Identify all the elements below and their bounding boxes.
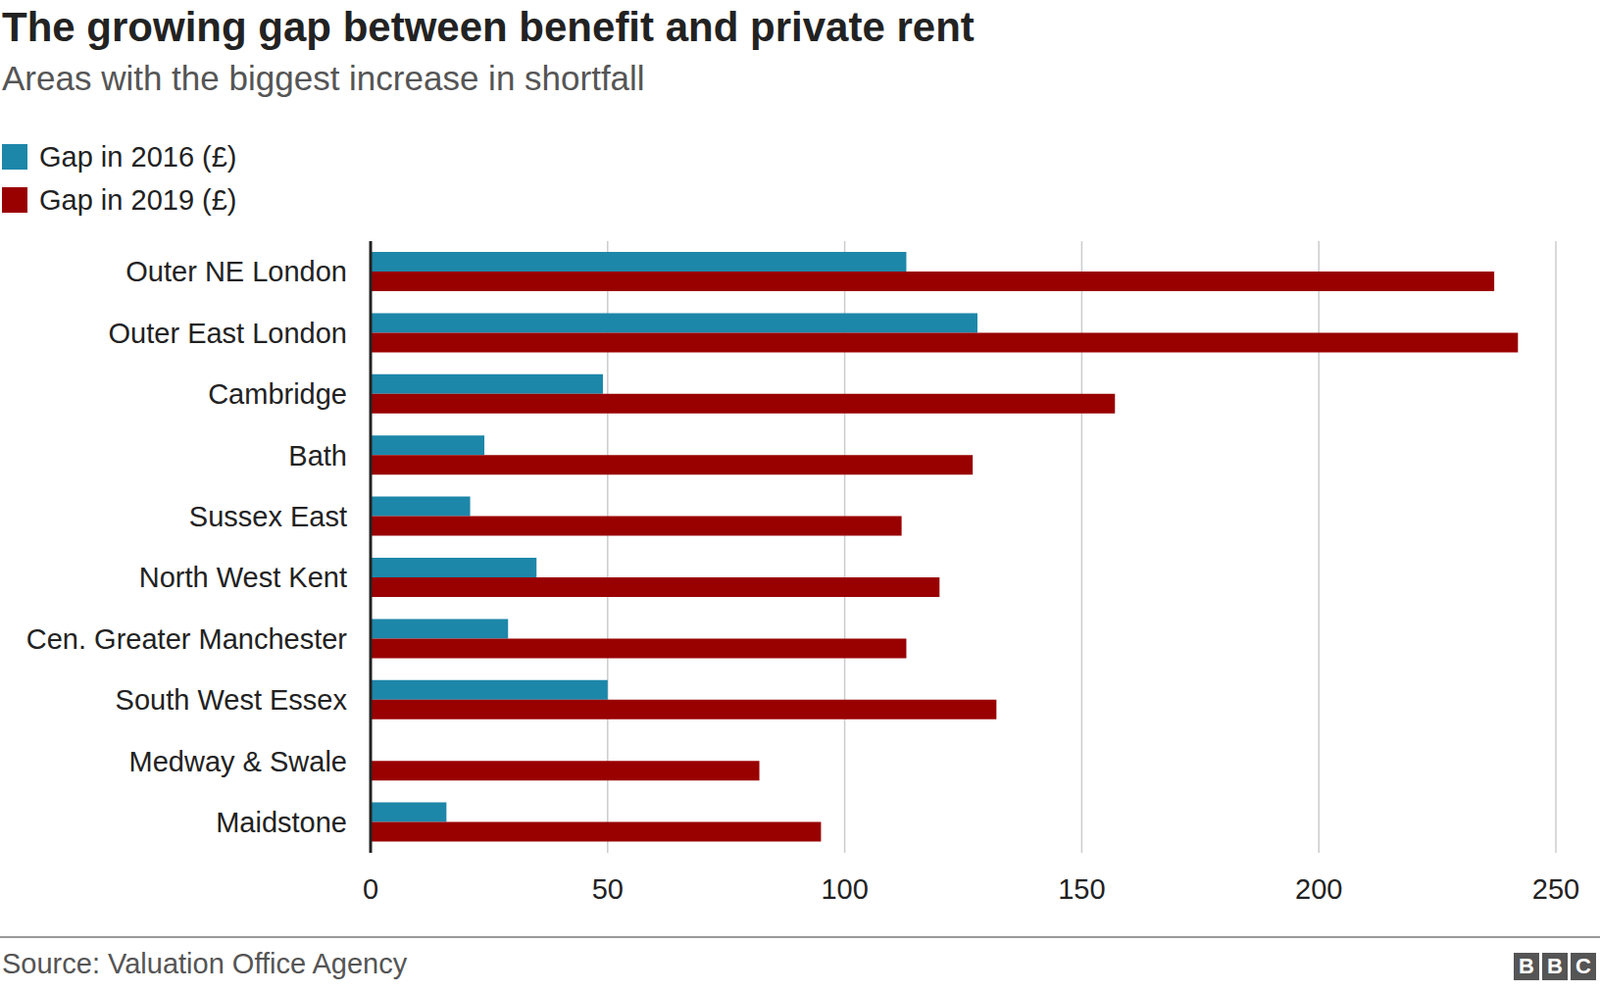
svg-text:Maidstone: Maidstone	[215, 806, 348, 839]
svg-text:Cambridge: Cambridge	[207, 378, 348, 410]
svg-text:Outer NE London: Outer NE London	[125, 255, 348, 288]
html-text:B: B	[1547, 953, 1563, 979]
svg-text:150: 150	[1057, 873, 1105, 905]
html-text:B: B	[1518, 953, 1535, 979]
svg-text:North West Kent: North West Kent	[139, 561, 348, 594]
svg-text:Outer East London: Outer East London	[108, 317, 348, 350]
svg-text:Cen. Greater Manchester: Cen. Greater Manchester	[26, 623, 349, 655]
svg-text:50: 50	[592, 873, 624, 905]
svg-text:100: 100	[820, 873, 868, 905]
svg-text:South West Essex: South West Essex	[115, 684, 349, 716]
html-text:Source: Valuation Office Agenc: Source: Valuation Office Agency	[1, 948, 408, 980]
svg-text:250: 250	[1532, 873, 1580, 905]
html-text:Gap in 2019 (£): Gap in 2019 (£)	[39, 183, 237, 216]
svg-text:200: 200	[1295, 873, 1343, 905]
html-text:The growing gap between benefi: The growing gap between benefit and priv…	[1, 3, 975, 50]
html-text:Areas with the biggest increas: Areas with the biggest increase in short…	[1, 58, 645, 98]
svg-text:Bath: Bath	[288, 440, 348, 472]
svg-text:Medway & Swale: Medway & Swale	[129, 746, 348, 778]
svg-text:Sussex East: Sussex East	[189, 500, 348, 533]
svg-text:0: 0	[362, 873, 379, 905]
html-text:Gap in 2016 (£): Gap in 2016 (£)	[39, 140, 237, 173]
html-text:C: C	[1575, 953, 1592, 979]
